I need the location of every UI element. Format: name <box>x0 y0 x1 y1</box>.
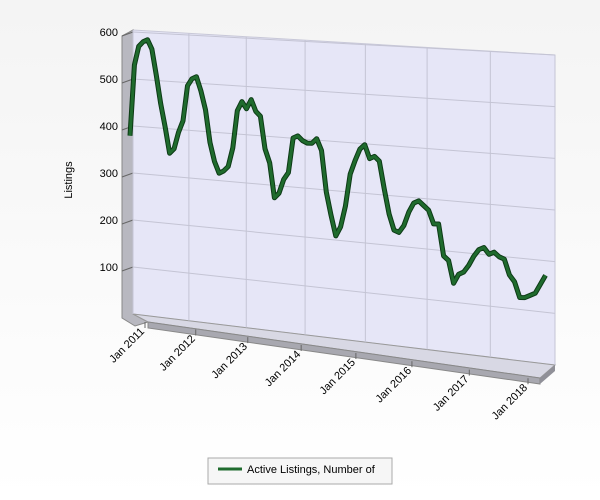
y-tick <box>121 266 134 272</box>
grid-line <box>132 266 556 314</box>
y-tick <box>121 219 134 225</box>
y-axis-label: Listings <box>63 161 75 199</box>
grid-line <box>132 172 556 211</box>
y-tick <box>121 172 134 178</box>
y-tick-label: 200 <box>100 215 118 227</box>
floor-side <box>540 365 555 384</box>
y-tick <box>121 31 134 37</box>
grid-line <box>132 78 556 108</box>
y-tick-label: 100 <box>100 262 118 274</box>
grid-line <box>132 31 556 56</box>
legend-label: Active Listings, Number of <box>247 464 376 476</box>
legend <box>207 457 393 485</box>
series-line <box>128 38 547 300</box>
grid-line <box>132 125 556 159</box>
y-tick-label: 300 <box>100 168 118 180</box>
y-tick-label: 600 <box>100 27 118 39</box>
y-tick-label: 400 <box>100 121 118 133</box>
y-tick-label: 500 <box>100 74 118 86</box>
grid-line <box>132 219 556 263</box>
